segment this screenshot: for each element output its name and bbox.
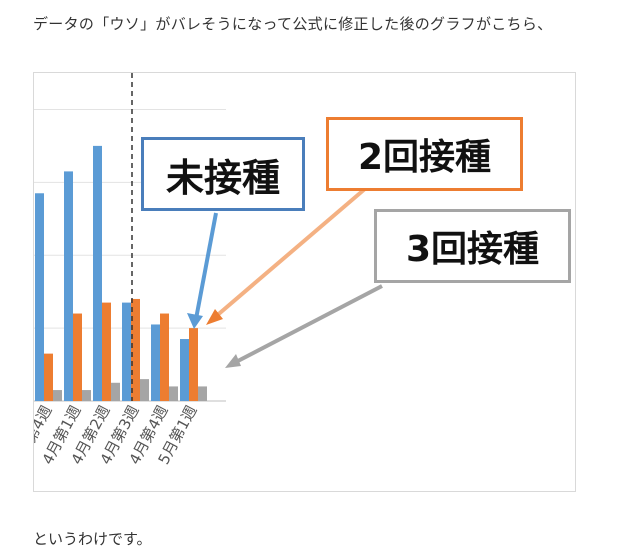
arrow-dose2 [212, 186, 368, 320]
bar-2-1 [44, 353, 53, 401]
bar-3-6 [198, 386, 207, 401]
bars [35, 145, 207, 401]
arrowhead-dose3 [225, 354, 241, 368]
chart-image: 3月第4週 4月第1週 4月第2週 4月第3週 4月第4週 5月第1週 未接種 2回接種 … [33, 72, 576, 492]
bar-2-6 [189, 328, 198, 401]
bar-2-3 [102, 302, 111, 401]
intro-text: データの「ウソ」がバレそうになって公式に修正した後のグラフがこちら、 [33, 15, 553, 33]
callout-dose2: 2回接種 [326, 117, 523, 191]
arrow-unvaccinated [194, 212, 218, 320]
callout-unvaccinated: 未接種 [141, 137, 305, 211]
bar-3-5 [169, 386, 178, 401]
bar-1-1 [35, 193, 44, 401]
bar-1-6 [180, 339, 189, 401]
arrowhead-dose2 [206, 309, 223, 325]
callout-dose3: 3回接種 [374, 209, 571, 283]
bar-1-2 [64, 171, 73, 401]
bar-2-4 [131, 298, 140, 401]
bar-1-3 [93, 145, 102, 401]
arrow-dose3 [233, 284, 383, 365]
bar-3-4 [140, 379, 149, 401]
arrowhead-unvaccinated [187, 313, 203, 329]
callout-arrows [187, 186, 383, 368]
bar-3-3 [111, 382, 120, 401]
bar-3-1 [53, 390, 62, 401]
bar-1-4 [122, 302, 131, 401]
bar-2-2 [73, 313, 82, 401]
bar-2-5 [160, 313, 169, 401]
outro-text: というわけです。 [33, 530, 152, 548]
bar-3-2 [82, 390, 91, 401]
bar-1-5 [151, 324, 160, 401]
